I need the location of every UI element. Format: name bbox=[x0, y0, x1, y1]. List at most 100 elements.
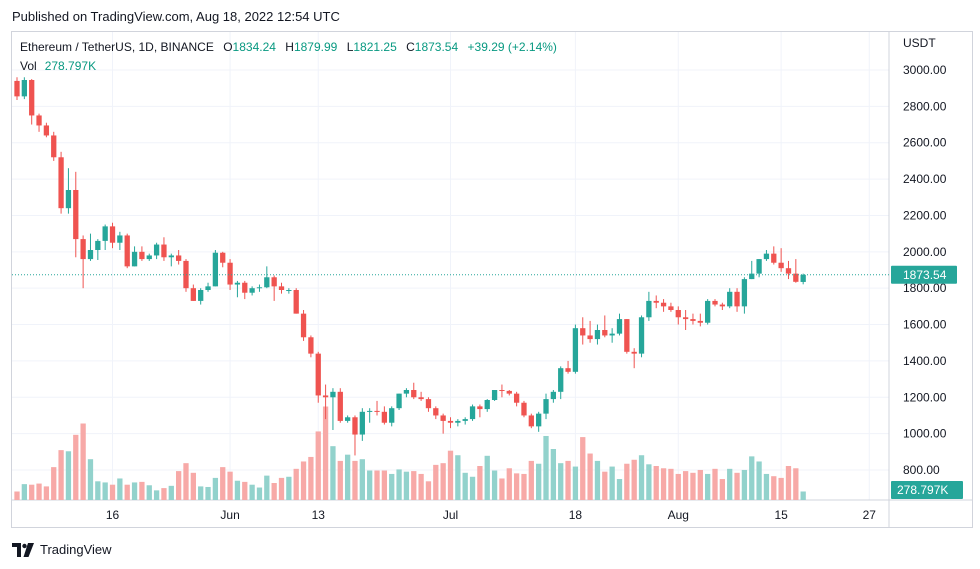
brand-name: TradingView bbox=[40, 542, 112, 557]
volume-bar bbox=[256, 487, 263, 500]
y-tick-label: 2800.00 bbox=[903, 99, 947, 113]
volume-bar bbox=[543, 435, 549, 500]
candle-body bbox=[778, 262, 784, 269]
volume-bar bbox=[109, 484, 116, 500]
volume-bar bbox=[271, 483, 277, 500]
candle-body bbox=[212, 252, 219, 287]
candle-body bbox=[146, 255, 152, 260]
candle-body bbox=[396, 393, 402, 409]
candle-body bbox=[697, 320, 703, 323]
volume-label: Vol bbox=[20, 59, 37, 73]
volume-bar bbox=[705, 473, 711, 500]
candle-body bbox=[558, 368, 564, 392]
candle-body bbox=[249, 288, 255, 293]
volume-bar bbox=[183, 463, 189, 500]
candle-body bbox=[580, 328, 586, 336]
y-tick-label: 1000.00 bbox=[903, 427, 947, 441]
low-label: L bbox=[346, 40, 354, 54]
candle-body bbox=[425, 399, 432, 409]
y-tick-label: 2400.00 bbox=[903, 172, 947, 186]
volume-legend: Vol 278.797K bbox=[20, 59, 96, 73]
candle-body bbox=[65, 190, 72, 209]
volume-bar bbox=[212, 477, 219, 500]
candle-body bbox=[337, 391, 343, 421]
volume-bar bbox=[234, 480, 241, 500]
volume-bar bbox=[800, 491, 806, 500]
y-tick-label: 800.00 bbox=[903, 463, 940, 477]
high-value: 1879.99 bbox=[293, 40, 338, 54]
candle-body bbox=[153, 244, 160, 256]
y-tick-label: 2200.00 bbox=[903, 208, 947, 222]
last-price-tag-label: 1873.54 bbox=[903, 268, 947, 282]
candle-body bbox=[80, 239, 86, 260]
y-tick-label: 1200.00 bbox=[903, 390, 947, 404]
volume-bar bbox=[87, 459, 94, 500]
volume-bar bbox=[793, 468, 799, 500]
last-price-tag bbox=[891, 265, 957, 284]
candle-body bbox=[506, 390, 512, 394]
chart-frame[interactable] bbox=[11, 31, 973, 528]
volume-bar bbox=[139, 481, 145, 500]
candle-body bbox=[587, 335, 593, 340]
volume-bar bbox=[308, 456, 314, 500]
volume-bar bbox=[536, 463, 542, 500]
candle-body bbox=[330, 391, 336, 398]
close-label: C bbox=[406, 40, 415, 54]
candle-body bbox=[374, 410, 380, 412]
candle-body bbox=[682, 317, 689, 320]
candle-body bbox=[227, 262, 233, 285]
candle-body bbox=[565, 368, 571, 372]
candle-body bbox=[616, 319, 623, 334]
volume-bar bbox=[675, 473, 681, 500]
volume-bar bbox=[484, 455, 490, 500]
volume-bar bbox=[381, 470, 388, 500]
candle-body bbox=[117, 235, 123, 243]
candle-body bbox=[609, 333, 615, 336]
x-tick-label: 16 bbox=[106, 508, 120, 522]
volume-bar bbox=[506, 468, 512, 500]
volume-bar bbox=[638, 455, 645, 500]
x-tick-label: Aug bbox=[668, 508, 689, 522]
candle-body bbox=[705, 300, 711, 323]
candle-body bbox=[308, 337, 314, 354]
volume-bar bbox=[367, 470, 373, 500]
candle-body bbox=[367, 410, 373, 412]
volume-bar bbox=[205, 486, 211, 500]
volume-bar bbox=[653, 466, 659, 500]
candle-body bbox=[712, 300, 718, 305]
candle-body bbox=[668, 306, 674, 310]
candle-body bbox=[484, 400, 490, 410]
y-tick-label: 3000.00 bbox=[903, 63, 947, 77]
y-tick-label: 1800.00 bbox=[903, 281, 947, 295]
candle-body bbox=[653, 300, 659, 303]
volume-bar bbox=[425, 481, 432, 500]
symbol-title: Ethereum / TetherUS, 1D, BINANCE bbox=[20, 40, 214, 54]
change-value: +39.29 (+2.14%) bbox=[467, 40, 557, 54]
volume-bar bbox=[660, 468, 667, 500]
volume-bar bbox=[411, 471, 417, 500]
y-tick-label: 2000.00 bbox=[903, 245, 947, 259]
volume-bar bbox=[565, 460, 571, 500]
candle-body bbox=[21, 80, 27, 97]
volume-bar bbox=[29, 484, 35, 500]
volume-bar bbox=[322, 406, 329, 500]
volume-bar bbox=[462, 472, 468, 500]
candle-body bbox=[234, 282, 241, 285]
footer-brand[interactable]: TradingView bbox=[12, 542, 112, 557]
candle-body bbox=[440, 415, 446, 421]
volume-bar bbox=[697, 469, 703, 500]
candle-body bbox=[352, 417, 358, 435]
volume-bar bbox=[712, 468, 718, 500]
candle-body bbox=[278, 286, 285, 290]
candle-body bbox=[73, 190, 79, 240]
axis-unit-label: USDT bbox=[903, 36, 936, 50]
candle-body bbox=[124, 235, 130, 267]
x-tick-label: 13 bbox=[312, 508, 326, 522]
volume-bar bbox=[131, 482, 138, 500]
open-label: O bbox=[223, 40, 233, 54]
volume-bar bbox=[43, 486, 50, 500]
candle-body bbox=[403, 390, 410, 394]
volume-bar bbox=[616, 479, 623, 500]
volume-bar bbox=[168, 485, 174, 500]
